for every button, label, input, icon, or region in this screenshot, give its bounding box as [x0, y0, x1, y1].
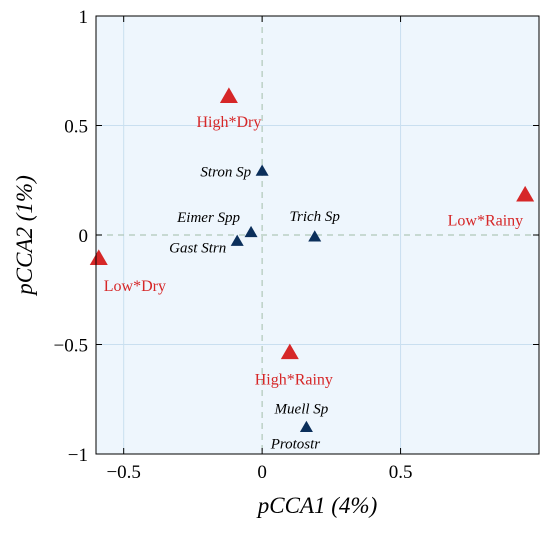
y-axis-title: pCCA2 (1%) [12, 175, 37, 296]
species-marker [299, 420, 313, 432]
environment-marker [516, 185, 535, 202]
species-label: Eimer Spp [176, 210, 240, 226]
species-label: Protostr [270, 437, 321, 453]
species-label: Trich Sp [290, 209, 341, 225]
environment-label: High*Rainy [255, 371, 333, 388]
y-tick-label: −1 [68, 445, 88, 466]
environment-label: Low*Rainy [448, 213, 524, 230]
environment-marker [280, 343, 299, 360]
x-axis-title: pCCA1 (4%) [256, 493, 377, 518]
y-tick-label: 0.5 [64, 117, 88, 138]
species-label: Gast Strn [169, 241, 226, 257]
environment-marker [89, 249, 108, 266]
x-tick-label: −0.5 [106, 462, 140, 483]
environment-marker [219, 87, 238, 103]
species-marker [230, 234, 244, 246]
y-tick-label: 1 [79, 7, 89, 28]
point-labels: High*Dry Low*Rainy Low*Dry High*Rainy Stron … [104, 114, 523, 453]
data-points [89, 87, 535, 432]
species-label: Muell Sp [274, 402, 329, 418]
species-marker [244, 225, 258, 238]
species-marker [255, 164, 269, 176]
x-tick-label: 0.5 [389, 462, 413, 483]
species-marker [308, 230, 322, 242]
axis-ticks: −0.5 0 0.5 −1 −0.5 0 0.5 1 [54, 7, 539, 483]
grid-lines [96, 16, 539, 454]
y-tick-label: −0.5 [54, 336, 88, 357]
y-tick-label: 0 [79, 226, 89, 247]
environment-label: Low*Dry [104, 278, 166, 295]
plot-frame [95, 15, 540, 455]
reference-lines [96, 16, 539, 454]
x-tick-label: 0 [257, 462, 267, 483]
environment-label: High*Dry [196, 114, 261, 131]
species-label: Stron Sp [200, 164, 251, 180]
